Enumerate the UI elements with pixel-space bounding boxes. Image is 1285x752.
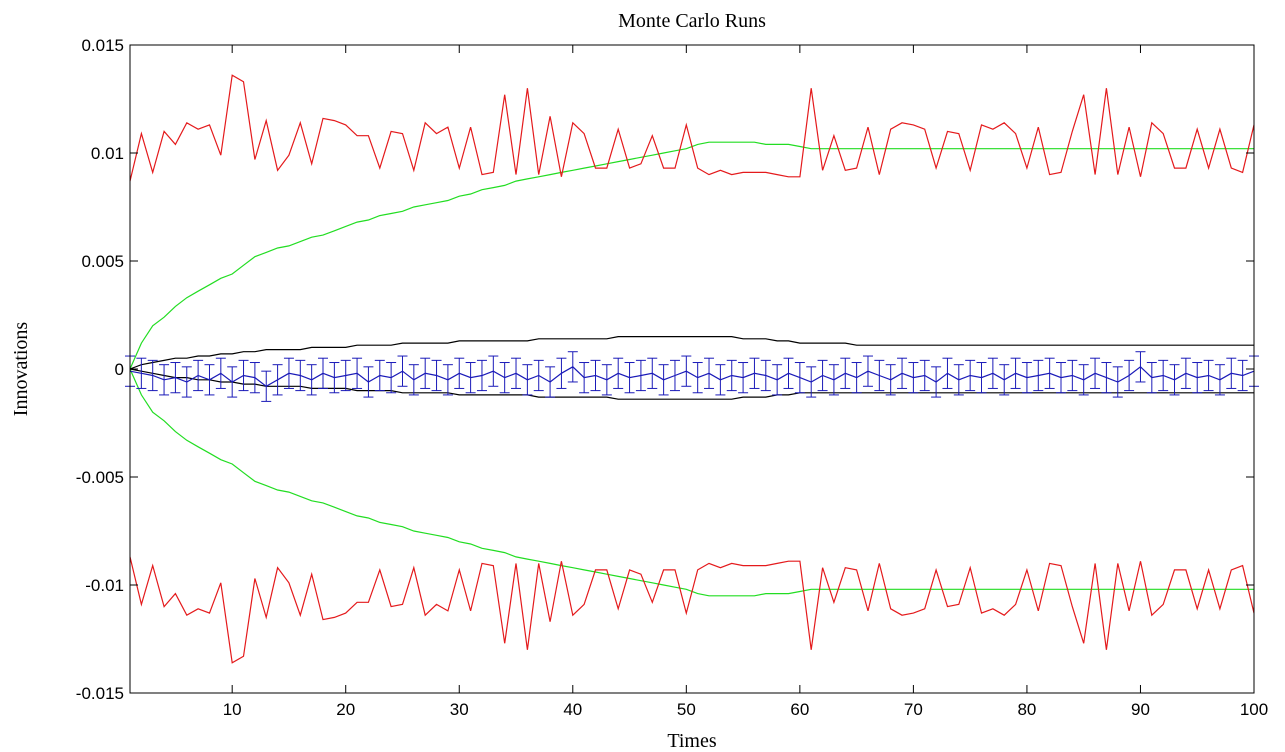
x-axis-label: Times [667,730,717,752]
y-axis-label: Innovations [10,322,32,417]
series-black-upper [129,336,1254,370]
series-green-lower [129,368,1254,597]
x-tick-label: 100 [1240,700,1268,719]
series-red-upper [129,74,1255,182]
series-black-lower [129,368,1254,400]
ticks-layer: 10 20 30 40 50 60 70 80 90 100 -0.015 -0.01 -0.005 0 0… [76,36,1268,719]
x-tick-label: 80 [1017,700,1036,719]
y-tick-label: -0.01 [85,576,124,595]
chart-title: Monte Carlo Runs [618,10,766,32]
series-blue-mean [129,366,1255,388]
x-tick-label: 50 [677,700,696,719]
y-tick-label: 0.01 [91,144,124,163]
axes-box [129,44,1255,694]
x-tick-label: 10 [223,700,242,719]
y-tick-label: 0.005 [81,252,124,271]
x-tick-label: 30 [450,700,469,719]
series-green-upper [129,141,1254,370]
x-tick-label: 20 [336,700,355,719]
y-tick-label: 0 [115,360,124,379]
x-tick-label: 90 [1131,700,1150,719]
y-tick-label: -0.015 [76,684,124,703]
y-tick-label: -0.005 [76,468,124,487]
series-layer [125,74,1259,664]
x-tick-label: 60 [790,700,809,719]
x-tick-label: 40 [563,700,582,719]
series-red-lower [129,556,1255,664]
y-tick-label: 0.015 [81,36,124,55]
x-tick-label: 70 [904,700,923,719]
